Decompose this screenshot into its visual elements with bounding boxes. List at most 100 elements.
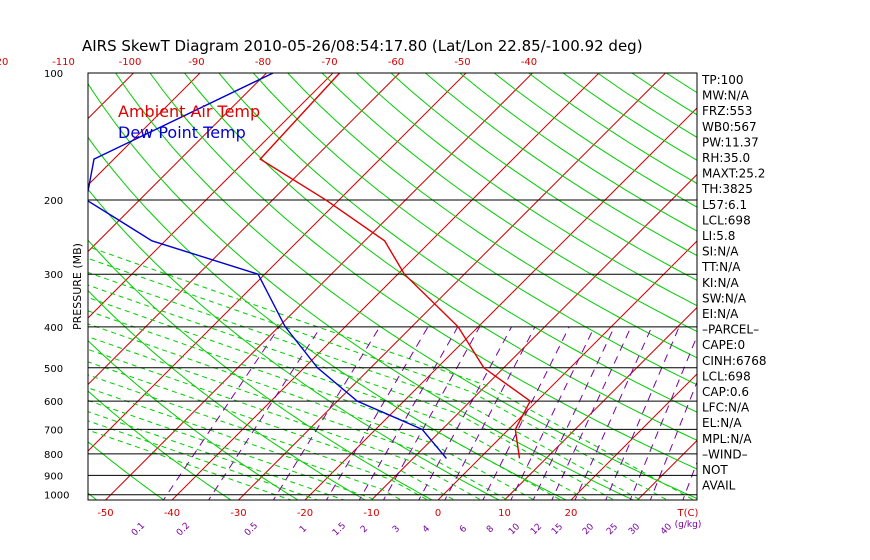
- index-label: KI:N/A: [702, 276, 739, 290]
- mixing-ratio-tick-label: 3: [391, 524, 402, 535]
- mixing-ratio-tick-label: 10: [507, 522, 522, 537]
- dry-adiabat-line: [115, 73, 697, 500]
- isotherm-line: [88, 73, 400, 386]
- mixing-ratio-line: [574, 326, 653, 500]
- isotherm-line: [570, 373, 697, 500]
- index-label: L57:6.1: [702, 198, 747, 212]
- dry-adiabat-line: [287, 73, 697, 359]
- pressure-tick-label: 200: [44, 196, 63, 207]
- bottom-temp-tick-label: 10: [498, 508, 511, 519]
- dry-adiabat-line: [0, 73, 34, 504]
- top-temp-tick-label: -110: [52, 57, 75, 68]
- mixing-ratio-tick-label: 40: [659, 522, 674, 537]
- dry-adiabat-lines: [0, 73, 870, 504]
- pressure-tick-label: 800: [44, 450, 63, 461]
- index-label: LCL:698: [702, 213, 751, 227]
- dry-adiabat-line: [88, 492, 98, 500]
- mixing-ratio-tick-label: 0.2: [175, 521, 192, 538]
- isotherm-line: [88, 73, 201, 186]
- mixing-ratio-tick-label: 1: [298, 524, 309, 535]
- mixing-ratio-tick-label: 0.5: [243, 521, 260, 538]
- index-label: EL:N/A: [702, 416, 742, 430]
- mixing-ratio-line: [649, 380, 697, 500]
- dry-adiabat-line: [149, 73, 697, 470]
- dry-adiabat-line: [770, 73, 870, 504]
- dry-adiabat-line: [321, 73, 697, 333]
- index-label: FRZ:553: [702, 104, 752, 118]
- isotherm-line: [104, 73, 533, 500]
- plot-border: [87, 72, 698, 501]
- index-label: –WIND–: [702, 447, 748, 461]
- bottom-temp-tick-label: -40: [164, 508, 180, 519]
- index-label: AVAIL: [702, 479, 736, 493]
- index-label: TT:N/A: [701, 260, 741, 274]
- bottom-temp-tick-label: 20: [565, 508, 578, 519]
- index-label: TP:100: [701, 73, 744, 87]
- dry-adiabat-line: [252, 73, 697, 386]
- mixing-ratio-tick-label: 6: [458, 524, 469, 535]
- index-label: SI:N/A: [702, 245, 739, 259]
- pressure-tick-label: 600: [44, 397, 63, 408]
- moist-adiabat-line: [88, 310, 562, 500]
- index-label: LI:5.8: [702, 229, 735, 243]
- moist-adiabat-line: [88, 387, 403, 500]
- mixing-ratio-line: [358, 326, 459, 500]
- mixing-ratio-tick-label: 12: [529, 522, 544, 537]
- dry-adiabat-line: [88, 339, 299, 500]
- top-temp-tick-label: -60: [388, 57, 404, 68]
- bottom-temp-tick-label: -10: [363, 508, 379, 519]
- mixing-ratio-tick-label: 4: [421, 524, 432, 535]
- mixing-ratio-tick-label: 2: [359, 524, 370, 535]
- mixing-ratio-tick-label: 8: [485, 524, 496, 535]
- mixing-ratio-tick-label: 25: [605, 522, 620, 537]
- bottom-temp-tick-label: -50: [97, 508, 113, 519]
- mixing-ratio-line: [482, 326, 570, 500]
- mixing-ratio-line: [682, 460, 697, 500]
- mixing-ratio-line: [208, 326, 322, 500]
- index-label: MAXT:25.2: [702, 167, 765, 181]
- dry-adiabat-line: [88, 188, 501, 500]
- moist-adiabat-line: [88, 411, 346, 500]
- top-temp-tick-label: -70: [321, 57, 337, 68]
- isotherm-line: [88, 73, 334, 319]
- index-label: EI:N/A: [702, 307, 739, 321]
- moist-adiabat-line: [88, 429, 293, 500]
- moist-adiabat-line: [88, 323, 536, 500]
- mixing-ratio-line: [382, 326, 481, 500]
- moist-adiabat-line: [88, 336, 509, 500]
- isotherm-line: [304, 107, 697, 500]
- mixing-ratio-lines: [162, 326, 697, 500]
- dry-adiabat-line: [88, 441, 165, 500]
- index-label: –PARCEL–: [702, 323, 759, 337]
- pressure-tick-label: 300: [44, 270, 63, 281]
- pressure-tick-label: 1000: [44, 491, 69, 502]
- isotherm-line: [0, 73, 67, 504]
- index-label: SW:N/A: [702, 291, 747, 305]
- isotherm-line: [0, 73, 1, 504]
- mixing-ratio-line: [272, 326, 381, 500]
- dry-adiabat-line: [493, 73, 697, 208]
- mixing-ratio-line: [325, 326, 429, 500]
- index-label: LFC:N/A: [702, 401, 750, 415]
- isotherm-line: [88, 73, 267, 253]
- mixing-ratio-tick-label: 20: [581, 522, 596, 537]
- mixing-ratio-line: [162, 326, 280, 500]
- bottom-temp-tick-label: -20: [297, 508, 313, 519]
- dry-adiabat-line: [88, 136, 568, 500]
- index-label: WB0:567: [702, 120, 757, 134]
- dry-adiabat-line: [88, 82, 635, 500]
- isotherm-line: [833, 73, 870, 504]
- top-temp-tick-label: -80: [255, 57, 271, 68]
- plot-frame: [87, 72, 698, 501]
- dry-adiabat-line: [804, 73, 870, 504]
- dry-adiabat-line: [356, 73, 697, 307]
- top-temp-tick-label: -100: [119, 57, 142, 68]
- dry-adiabat-line: [184, 73, 697, 441]
- mixing-ratio-tick-label: 0.1: [130, 521, 147, 538]
- pressure-tick-label: 700: [44, 425, 63, 436]
- isotherm-line: [767, 73, 870, 504]
- index-label: TH:3825: [701, 182, 753, 196]
